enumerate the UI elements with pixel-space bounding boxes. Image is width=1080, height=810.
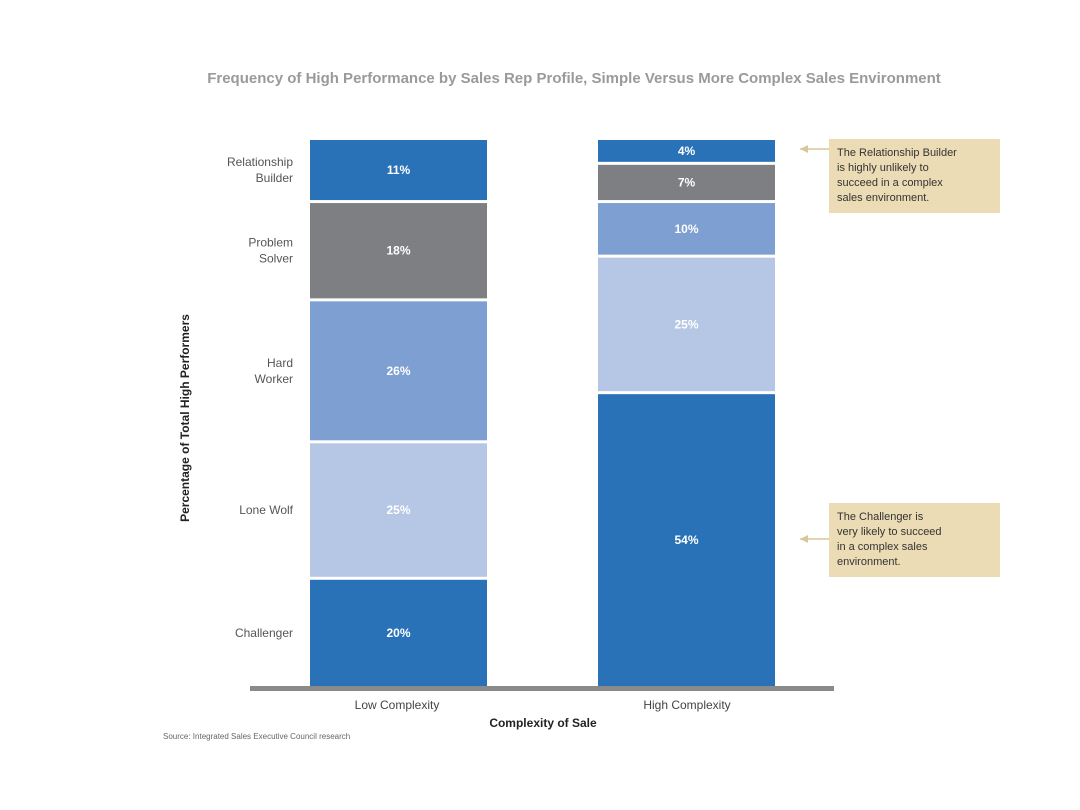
annotation-challenger: The Challenger is very likely to succeed… (829, 503, 1000, 577)
value-label-high-challenger: 54% (674, 533, 698, 547)
y-axis-title: Percentage of Total High Performers (178, 314, 192, 522)
profile-label-lone-wolf: Lone Wolf (239, 503, 293, 517)
profile-label-relationship-builder: Relationship Builder (227, 155, 293, 185)
bar-low-challenger (310, 579, 487, 686)
value-label-low-challenger: 20% (386, 626, 410, 640)
value-label-low-relationship-builder: 11% (387, 163, 411, 177)
bar-high-relationship-builder (598, 140, 775, 162)
chart-title: Frequency of High Performance by Sales R… (207, 70, 941, 87)
bar-high-hard-worker (598, 203, 775, 255)
source-note: Source: Integrated Sales Executive Counc… (163, 732, 350, 741)
value-label-high-hard-worker: 10% (674, 222, 698, 236)
annotation-relationship-builder: The Relationship Builder is highly unlik… (829, 139, 1000, 213)
annotation-arrowhead-challenger (800, 535, 808, 543)
profile-label-problem-solver: Problem Solver (248, 236, 293, 266)
annotation-arrowhead-relationship (800, 145, 808, 153)
value-label-low-problem-solver: 18% (386, 244, 410, 258)
bar-low-problem-solver (310, 203, 487, 299)
x-tick-label-low: Low Complexity (355, 698, 440, 712)
bar-low-lone-wolf (310, 443, 487, 577)
annotation-arrows (800, 145, 832, 543)
category-labels-group: Challenger Lone Wolf Hard Worker Problem Solv… (227, 155, 294, 640)
value-label-high-lone-wolf: 25% (674, 317, 698, 331)
x-axis-title: Complexity of Sale (489, 716, 597, 730)
bar-high-challenger (598, 394, 775, 686)
bar-high-problem-solver (598, 164, 775, 201)
profile-label-hard-worker: Hard Worker (255, 356, 293, 386)
value-label-low-hard-worker: 26% (386, 364, 410, 378)
bar-low-hard-worker (310, 301, 487, 441)
bar-low-relationship-builder (310, 140, 487, 201)
value-label-high-problem-solver: 7% (678, 175, 696, 189)
value-label-low-lone-wolf: 25% (386, 503, 410, 517)
bar-high-lone-wolf (598, 257, 775, 392)
x-axis-baseline (250, 686, 834, 691)
value-label-high-relationship-builder: 4% (678, 144, 696, 158)
profile-label-challenger: Challenger (235, 626, 293, 640)
bars-group: 20% 25% 26% 18% 11% 54% 25% 10% 7% 4% (310, 140, 775, 686)
x-tick-label-high: High Complexity (643, 698, 730, 712)
